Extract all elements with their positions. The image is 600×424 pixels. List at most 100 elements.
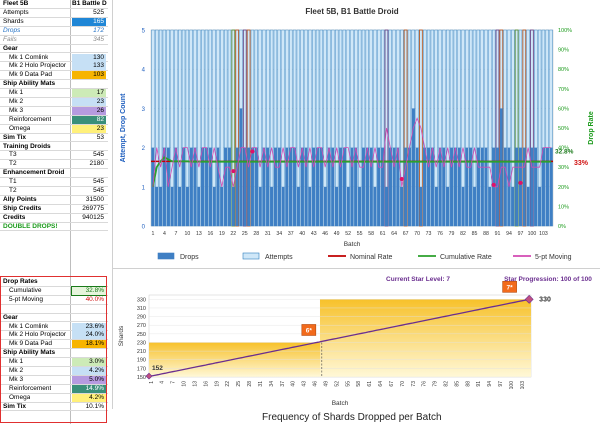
- sheet-row-value[interactable]: 23: [72, 124, 106, 133]
- sheet-row[interactable]: Mk 1 17: [0, 89, 108, 98]
- sheet-row-value[interactable]: 10.1%: [85, 402, 104, 410]
- sheet-row-value[interactable]: 31500: [85, 195, 104, 203]
- sheet-row[interactable]: 5-pt Moving 40.0%: [0, 296, 108, 305]
- sheet-row[interactable]: DOUBLE DROPS!: [0, 223, 108, 232]
- sheet-row-label: Enhancement Droid: [3, 169, 65, 177]
- sheet-row-value[interactable]: 40.0%: [85, 295, 104, 303]
- sheet-row[interactable]: Mk 9 Data Pad 18.1%: [0, 340, 108, 350]
- sheet-row[interactable]: Mk 2 Holo Projector 133: [0, 62, 108, 72]
- star-band: [319, 299, 531, 377]
- sheet-row-value[interactable]: [72, 45, 106, 53]
- sheet-row-value[interactable]: 133: [72, 62, 106, 71]
- sheet-row[interactable]: Mk 1 Comlink 130: [0, 53, 108, 63]
- sheet-row[interactable]: Omega 23: [0, 124, 108, 134]
- sheet-row[interactable]: Training Droids: [0, 143, 108, 152]
- sheet-row-value[interactable]: [72, 80, 106, 88]
- sheet-row[interactable]: Mk 3 26: [0, 106, 108, 116]
- sheet-row-value[interactable]: 345: [93, 35, 104, 43]
- sheet-row-value[interactable]: 130: [72, 53, 106, 62]
- sheet-row-value[interactable]: 18.1%: [72, 340, 106, 349]
- sheet-row[interactable]: T1 545: [0, 178, 108, 187]
- sheet-row[interactable]: Mk 2 23: [0, 98, 108, 107]
- sheet-row-value[interactable]: [72, 314, 106, 322]
- sheet-row-value[interactable]: 165: [72, 17, 106, 26]
- star-progression-chart[interactable]: Current Star Level: 7 Star Progression: 1…: [112, 268, 600, 409]
- sheet-row-value[interactable]: 545: [93, 187, 104, 194]
- sheet-row-value[interactable]: [72, 169, 106, 177]
- drops-bar: [457, 147, 461, 226]
- drops-bar: [419, 186, 423, 226]
- sheet-row[interactable]: [0, 305, 108, 314]
- sheet-row-value[interactable]: 24.0%: [72, 331, 106, 340]
- sheet-row-value[interactable]: [72, 349, 106, 357]
- x-tick-label: 52: [345, 231, 351, 237]
- sheet-row-value[interactable]: 172: [93, 26, 104, 34]
- sheet-header-left[interactable]: Fleet 5B: [3, 0, 29, 7]
- sheet-row[interactable]: Mk 3 5.0%: [0, 375, 108, 385]
- drops-bar: [266, 147, 270, 226]
- sheet-row-value[interactable]: [72, 305, 106, 313]
- sheet-row[interactable]: Mk 2 Holo Projector 24.0%: [0, 331, 108, 341]
- x-tick-label: 13: [196, 231, 202, 237]
- sheet-row-value[interactable]: 32.8%: [71, 285, 107, 296]
- sheet-row[interactable]: Enhancement Droid: [0, 169, 108, 179]
- sheet-row[interactable]: T2 2180: [0, 160, 108, 170]
- sheet-row[interactable]: Ship Ability Mats: [0, 80, 108, 90]
- sheet-row-value[interactable]: 5.0%: [72, 375, 106, 384]
- sheet-row-value[interactable]: 26: [72, 106, 106, 115]
- sheet-row-value[interactable]: 269775: [82, 204, 104, 212]
- sheet-row-value[interactable]: 23.6%: [72, 322, 106, 331]
- sheet-row-value[interactable]: 4.2%: [72, 393, 106, 402]
- sheet-row-value[interactable]: [72, 143, 106, 151]
- x-tick-label: 31: [265, 231, 271, 237]
- sheet-row[interactable]: Mk 2 4.2%: [0, 367, 108, 376]
- sheet-row-value[interactable]: 17: [72, 89, 106, 98]
- sheet-row[interactable]: Drop Rates: [0, 278, 108, 287]
- sheet-row[interactable]: Mk 9 Data Pad 103: [0, 71, 108, 81]
- sheet-row-value[interactable]: [72, 223, 106, 231]
- sheet-row-value[interactable]: 82: [72, 115, 106, 124]
- drop-rate-chart[interactable]: Fleet 5B, B1 Battle Droid 0 1 2 3 4 5 0% 10% 20% 3…: [112, 0, 600, 268]
- sheet-row[interactable]: Cumulative 32.8%: [0, 285, 108, 296]
- sheet-row-value[interactable]: 53: [96, 133, 104, 141]
- drops-bar: [503, 147, 507, 226]
- sheet-row[interactable]: Gear: [0, 45, 108, 54]
- sheet-row[interactable]: T2 545: [0, 187, 108, 196]
- sheet-row[interactable]: Ship Ability Mats: [0, 349, 108, 359]
- sheet-row[interactable]: Gear: [0, 314, 108, 323]
- sheet-row-value[interactable]: 23: [72, 98, 106, 106]
- sheet-row[interactable]: Shards 165: [0, 17, 108, 27]
- x-tick-label: 22: [225, 381, 231, 387]
- sheet-row[interactable]: Drops 172: [0, 27, 108, 36]
- sheet-row[interactable]: T3 545: [0, 151, 108, 161]
- x-tick-label: 7: [171, 381, 177, 384]
- sheet-header-right[interactable]: B1 Battle D: [72, 0, 107, 7]
- sheet-row-value[interactable]: 525: [93, 9, 104, 16]
- legend-label: Attempts: [265, 254, 293, 261]
- sheet-row-label: Mk 2 Holo Projector: [9, 62, 67, 70]
- sheet-row-value[interactable]: 3.0%: [72, 358, 106, 367]
- sheet-row[interactable]: Reinforcement 82: [0, 115, 108, 125]
- sheet-row[interactable]: Ally Points 31500: [0, 196, 108, 205]
- sheet-row-value[interactable]: 14.9%: [72, 384, 106, 393]
- sheet-row-value[interactable]: 4.2%: [72, 367, 106, 375]
- sheet-row[interactable]: Fails 345: [0, 36, 108, 45]
- sheet-row[interactable]: Mk 1 3.0%: [0, 358, 108, 367]
- sheet-row[interactable]: Mk 1 Comlink 23.6%: [0, 322, 108, 332]
- chart-title: Fleet 5B, B1 Battle Droid: [305, 7, 398, 16]
- sheet-row[interactable]: Credits 940125: [0, 214, 108, 223]
- sheet-row[interactable]: Ship Credits 269775: [0, 205, 108, 214]
- sheet-row[interactable]: Reinforcement 14.9%: [0, 384, 108, 394]
- sheet-row-value[interactable]: 2180: [89, 160, 104, 168]
- sheet-row[interactable]: Omega 4.2%: [0, 393, 108, 403]
- sheet-row-value[interactable]: [72, 278, 106, 286]
- sheet-row-value[interactable]: 545: [93, 151, 104, 159]
- sheet-row[interactable]: Attempts 525: [0, 9, 108, 18]
- drops-bar: [415, 147, 419, 226]
- sheet-row[interactable]: Sim Tix 53: [0, 134, 108, 143]
- sheet-row[interactable]: Sim Tix 10.1%: [0, 403, 108, 412]
- sheet-row-value[interactable]: 940125: [82, 213, 104, 221]
- sheet-row-value[interactable]: 545: [93, 178, 104, 186]
- drops-bar: [549, 147, 553, 226]
- sheet-row-value[interactable]: 103: [72, 71, 106, 80]
